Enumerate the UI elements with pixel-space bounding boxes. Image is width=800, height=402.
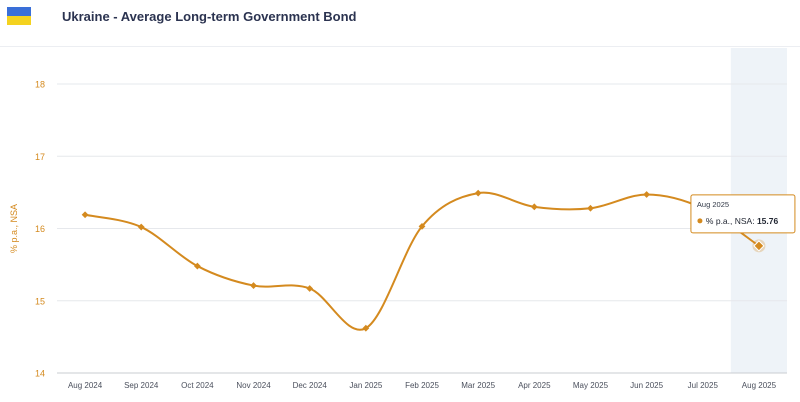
tooltip-row: % p.a., NSA: 15.76 [706,216,779,226]
data-point[interactable] [530,203,538,211]
gridlines [57,83,787,374]
data-point-highlight[interactable] [753,240,765,252]
x-tick-label: May 2025 [573,381,609,390]
x-tick-label: Apr 2025 [518,381,551,390]
tooltip: Aug 2025 % p.a., NSA: 15.76 [690,194,796,234]
data-point[interactable] [306,285,314,292]
y-tick-label: 14 [35,369,45,379]
tooltip-value: 15.76 [757,216,779,226]
data-point[interactable] [81,211,89,219]
data-point[interactable] [474,189,482,197]
y-axis-ticks: 14 15 16 17 18 [35,80,45,379]
x-tick-label: Jul 2025 [688,381,719,390]
x-tick-label: Jun 2025 [630,381,663,390]
x-tick-label: Mar 2025 [461,381,495,390]
x-tick-label: Nov 2024 [236,381,271,390]
x-tick-label: Aug 2025 [742,381,777,390]
data-point[interactable] [362,324,370,332]
chart-header: Ukraine - Average Long-term Government B… [0,0,800,47]
tooltip-series-dot [697,218,703,224]
chart-title: Ukraine - Average Long-term Government B… [62,9,357,24]
data-point[interactable] [643,191,651,198]
data-points [81,189,766,332]
x-tick-label: Sep 2024 [124,381,159,390]
y-tick-label: 17 [35,152,45,162]
data-point[interactable] [193,262,201,270]
x-tick-label: Feb 2025 [405,381,439,390]
tooltip-date: Aug 2025 [697,200,729,209]
data-point[interactable] [587,204,594,212]
y-tick-label: 15 [35,296,45,306]
y-tick-label: 16 [35,224,45,234]
series-line [84,191,760,331]
ukraine-flag-icon [7,7,31,25]
data-point[interactable] [250,282,257,289]
data-point[interactable] [418,222,426,230]
y-axis-label: % p.a., NSA [9,204,19,253]
y-tick-label: 18 [35,80,45,90]
x-axis-ticks: Aug 2024 Sep 2024 Oct 2024 Nov 2024 Dec 2024… [68,381,777,390]
tooltip-box [690,194,796,234]
x-tick-label: Oct 2024 [181,381,214,390]
x-tick-label: Aug 2024 [68,381,103,390]
x-tick-label: Jan 2025 [349,381,382,390]
data-point[interactable] [137,223,145,231]
tooltip-series-label: % p.a., NSA: [706,216,757,226]
x-tick-label: Dec 2024 [293,381,328,390]
